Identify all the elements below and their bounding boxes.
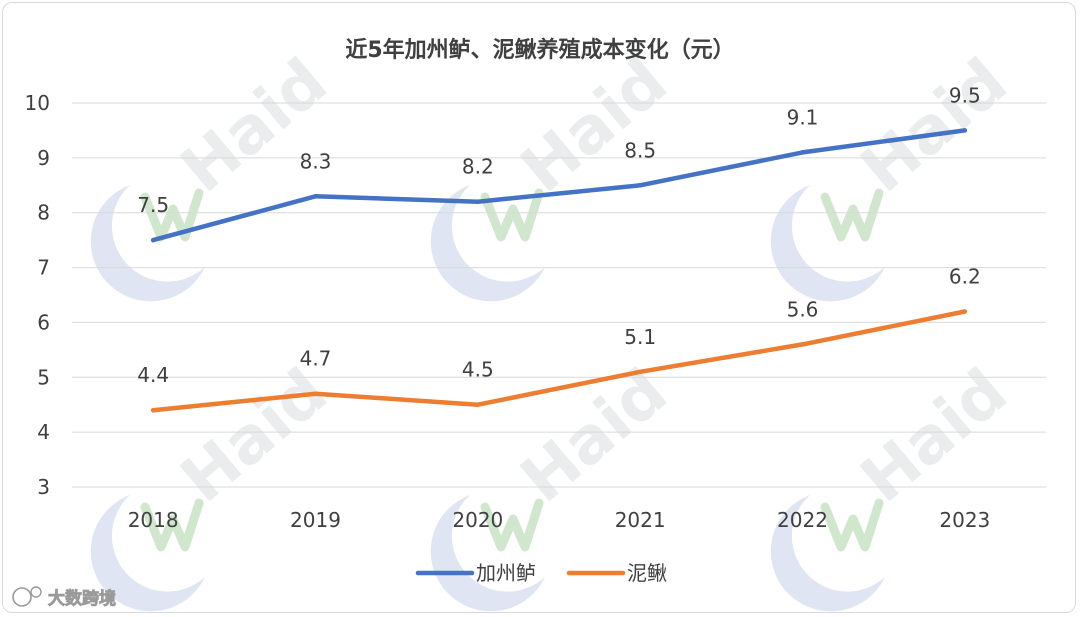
y-axis-ticks: 3 4 5 6 7 8 9 10 bbox=[25, 91, 50, 499]
watermark-crescent bbox=[90, 495, 205, 612]
credit-icon-dot bbox=[30, 586, 42, 598]
x-tick-label: 2019 bbox=[290, 508, 341, 532]
data-point bbox=[475, 199, 481, 204]
watermark-text: Haid bbox=[168, 45, 342, 207]
watermark-leaf bbox=[820, 188, 884, 242]
data-label: 7.5 bbox=[137, 193, 169, 217]
credit-watermark: 大数跨境 bbox=[12, 586, 116, 609]
series-line-1 bbox=[150, 128, 968, 243]
legend-item-2: 泥鳅 bbox=[566, 561, 667, 585]
credit-icon-ring bbox=[12, 587, 32, 607]
data-point bbox=[150, 408, 156, 413]
data-label: 4.4 bbox=[137, 363, 169, 387]
legend-label: 加州鲈 bbox=[476, 561, 536, 585]
data-point bbox=[800, 342, 805, 347]
watermark-text: Haid bbox=[848, 355, 1022, 517]
data-point bbox=[150, 237, 156, 243]
x-tick-label: 2020 bbox=[452, 508, 503, 532]
watermark-crescent bbox=[430, 495, 545, 612]
y-tick-label: 4 bbox=[37, 420, 50, 444]
credit-text: 大数跨境 bbox=[48, 588, 116, 609]
data-labels: 7.5 8.3 8.2 8.5 9.1 9.5 4.4 4.7 4.5 5.1 5.6 6.2 bbox=[137, 83, 980, 387]
data-label: 8.5 bbox=[624, 138, 656, 162]
watermark-text: Haid bbox=[848, 45, 1022, 207]
watermark-leaf bbox=[140, 188, 204, 242]
watermark-leaf bbox=[480, 188, 544, 242]
data-label: 4.7 bbox=[300, 347, 332, 371]
x-tick-label: 2023 bbox=[939, 508, 990, 532]
data-label: 5.6 bbox=[787, 297, 819, 321]
credit-icon bbox=[12, 586, 42, 607]
watermark-leaf bbox=[820, 498, 884, 552]
y-tick-label: 5 bbox=[37, 365, 50, 389]
watermark-logo: Haid bbox=[770, 355, 1022, 612]
watermark-leaf bbox=[480, 498, 544, 552]
y-tick-label: 10 bbox=[25, 91, 50, 115]
x-tick-label: 2021 bbox=[615, 508, 666, 532]
data-point bbox=[475, 402, 481, 407]
legend-label: 泥鳅 bbox=[627, 561, 667, 585]
chart-title: 近5年加州鲈、泥鳅养殖成本变化（元） bbox=[345, 37, 734, 63]
data-label: 4.5 bbox=[462, 358, 494, 382]
watermark-crescent bbox=[90, 185, 205, 302]
x-tick-label: 2022 bbox=[777, 508, 828, 532]
legend: 加州鲈 泥鳅 bbox=[415, 561, 667, 585]
data-point bbox=[313, 194, 318, 199]
data-label: 8.2 bbox=[462, 155, 494, 179]
data-point bbox=[800, 150, 805, 155]
data-point bbox=[637, 183, 643, 188]
y-tick-label: 7 bbox=[37, 256, 50, 280]
data-label: 6.2 bbox=[949, 264, 981, 288]
data-point bbox=[962, 128, 968, 133]
watermark-crescent bbox=[770, 185, 885, 302]
data-point bbox=[962, 309, 968, 314]
data-label: 9.1 bbox=[787, 105, 819, 129]
data-label: 9.5 bbox=[949, 83, 981, 107]
data-label: 5.1 bbox=[624, 325, 656, 349]
x-axis-ticks: 2018 2019 2020 2021 2022 2023 bbox=[128, 508, 991, 532]
series-line-2 bbox=[150, 309, 968, 413]
data-point bbox=[313, 391, 318, 396]
data-label: 8.3 bbox=[300, 149, 332, 173]
watermark-text: Haid bbox=[168, 355, 342, 517]
y-tick-label: 8 bbox=[37, 201, 50, 225]
x-tick-label: 2018 bbox=[128, 508, 179, 532]
gridlines bbox=[72, 102, 1046, 488]
y-tick-label: 6 bbox=[37, 310, 50, 334]
data-point bbox=[637, 369, 643, 374]
watermark-logo: Haid bbox=[770, 45, 1022, 302]
watermark-crescent bbox=[770, 495, 885, 612]
watermark-leaf bbox=[140, 498, 204, 552]
watermark-crescent bbox=[430, 185, 545, 302]
legend-item-1: 加州鲈 bbox=[415, 561, 536, 585]
series-lines bbox=[150, 128, 968, 413]
y-tick-label: 9 bbox=[37, 146, 50, 170]
y-tick-label: 3 bbox=[37, 475, 50, 499]
